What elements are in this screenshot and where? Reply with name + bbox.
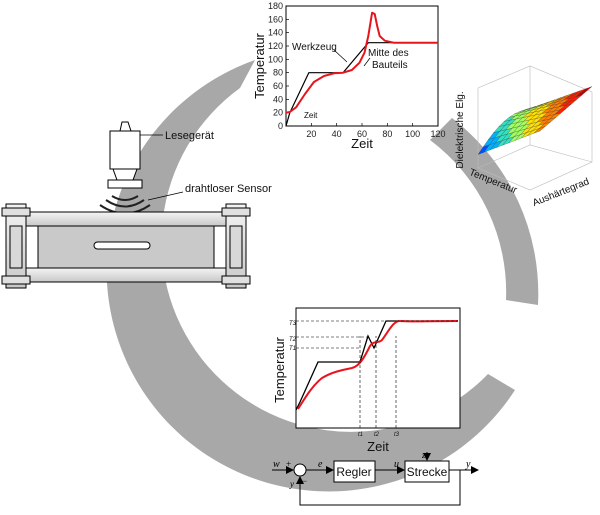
signal-y-feedback: y [289,479,294,489]
surface-zlabel: Dielektrische Elg. [455,91,466,168]
surface-mesh [477,86,593,155]
chart2-frame [295,307,461,429]
reader-lens-tip [107,179,143,189]
reader-cable [119,121,132,132]
chart1-xlabel: Zeit [351,136,373,151]
mold-bottom-plate [9,267,245,283]
sensor-label: drahtloser Sensor [185,183,272,195]
summing-junction [293,463,307,477]
chart1-ytick-label: 40 [273,94,283,104]
chart1-xtick-label: 20 [306,129,316,139]
sum-plus: + [286,459,291,469]
signal-y: y [465,459,471,470]
mold-top-plate [9,211,245,227]
chart1-ytick-label: 0 [278,121,283,131]
chart1-inner-label: Zeit [304,111,318,120]
chart1-ytick-label: 20 [273,108,283,118]
surface-cell [533,126,546,134]
surface-ylabel: Aushärtegrad [531,176,591,209]
strecke-block [404,460,450,483]
chart1-xtick-label: 40 [332,129,342,139]
chart2-ylabel: Temperatur [272,336,287,402]
chart1-ytick-label: 180 [268,1,283,11]
signal-z: z [421,450,426,460]
chart1-ytick-label: 60 [273,81,283,91]
mark-T3: T3 [289,321,297,327]
signal-e: e [318,459,323,470]
reader-device [109,130,141,170]
mark-t3: t3 [394,432,400,438]
chart1-ytick-label: 100 [268,54,283,64]
signal-u: u [394,459,399,470]
series-component-line [297,320,459,410]
chart1-ylabel: Temperatur [252,32,267,98]
mold-assembly: Lesegerät drahtloser Sensor [1,121,272,289]
surface-cell [580,86,593,93]
embedded-sensor [93,241,151,250]
reader-label: Lesegerät [165,130,214,142]
annotation-bauteil: Bauteils [372,60,408,71]
series-werkzeug-line [285,42,438,127]
annotation-werkzeug: Werkzeug [292,42,337,53]
chart1-ytick-label: 120 [268,41,283,51]
cycle-ring-right [430,118,539,305]
signal-w: w [273,459,280,470]
mark-t2: t2 [374,432,380,438]
chart1-ytick-label: 160 [268,14,283,24]
sum-minus: − [302,476,307,486]
chart1-xtick-label: 60 [357,129,367,139]
mark-T2: T2 [289,337,297,343]
chart1-xtick-label: 100 [405,129,420,139]
series-bauteil-line [285,11,438,114]
mark-t1: t1 [358,432,363,438]
temperature-chart-control: Zeit Temperatur T3 T2 T1 t1 t2 t3 [272,307,461,454]
chart2-xlabel: Zeit [367,439,389,454]
strecke-label: Strecke [407,465,448,479]
annotation-mitte: Mitte des [368,48,409,59]
chart1-xtick-label: 80 [382,129,392,139]
chart1-ytick-label: 80 [273,68,283,78]
reader-lens [112,168,138,181]
chart1-frame [285,5,439,127]
feedback-path [296,470,461,506]
control-loop: w + − y e Regler u Strecke z y [272,450,479,506]
mark-T1: T1 [289,346,296,352]
chart1-ytick-label: 140 [268,28,283,38]
regler-block [333,460,376,483]
cycle-ring [106,60,515,492]
regler-label: Regler [336,465,371,479]
chart1-xtick-label: 120 [430,129,445,139]
